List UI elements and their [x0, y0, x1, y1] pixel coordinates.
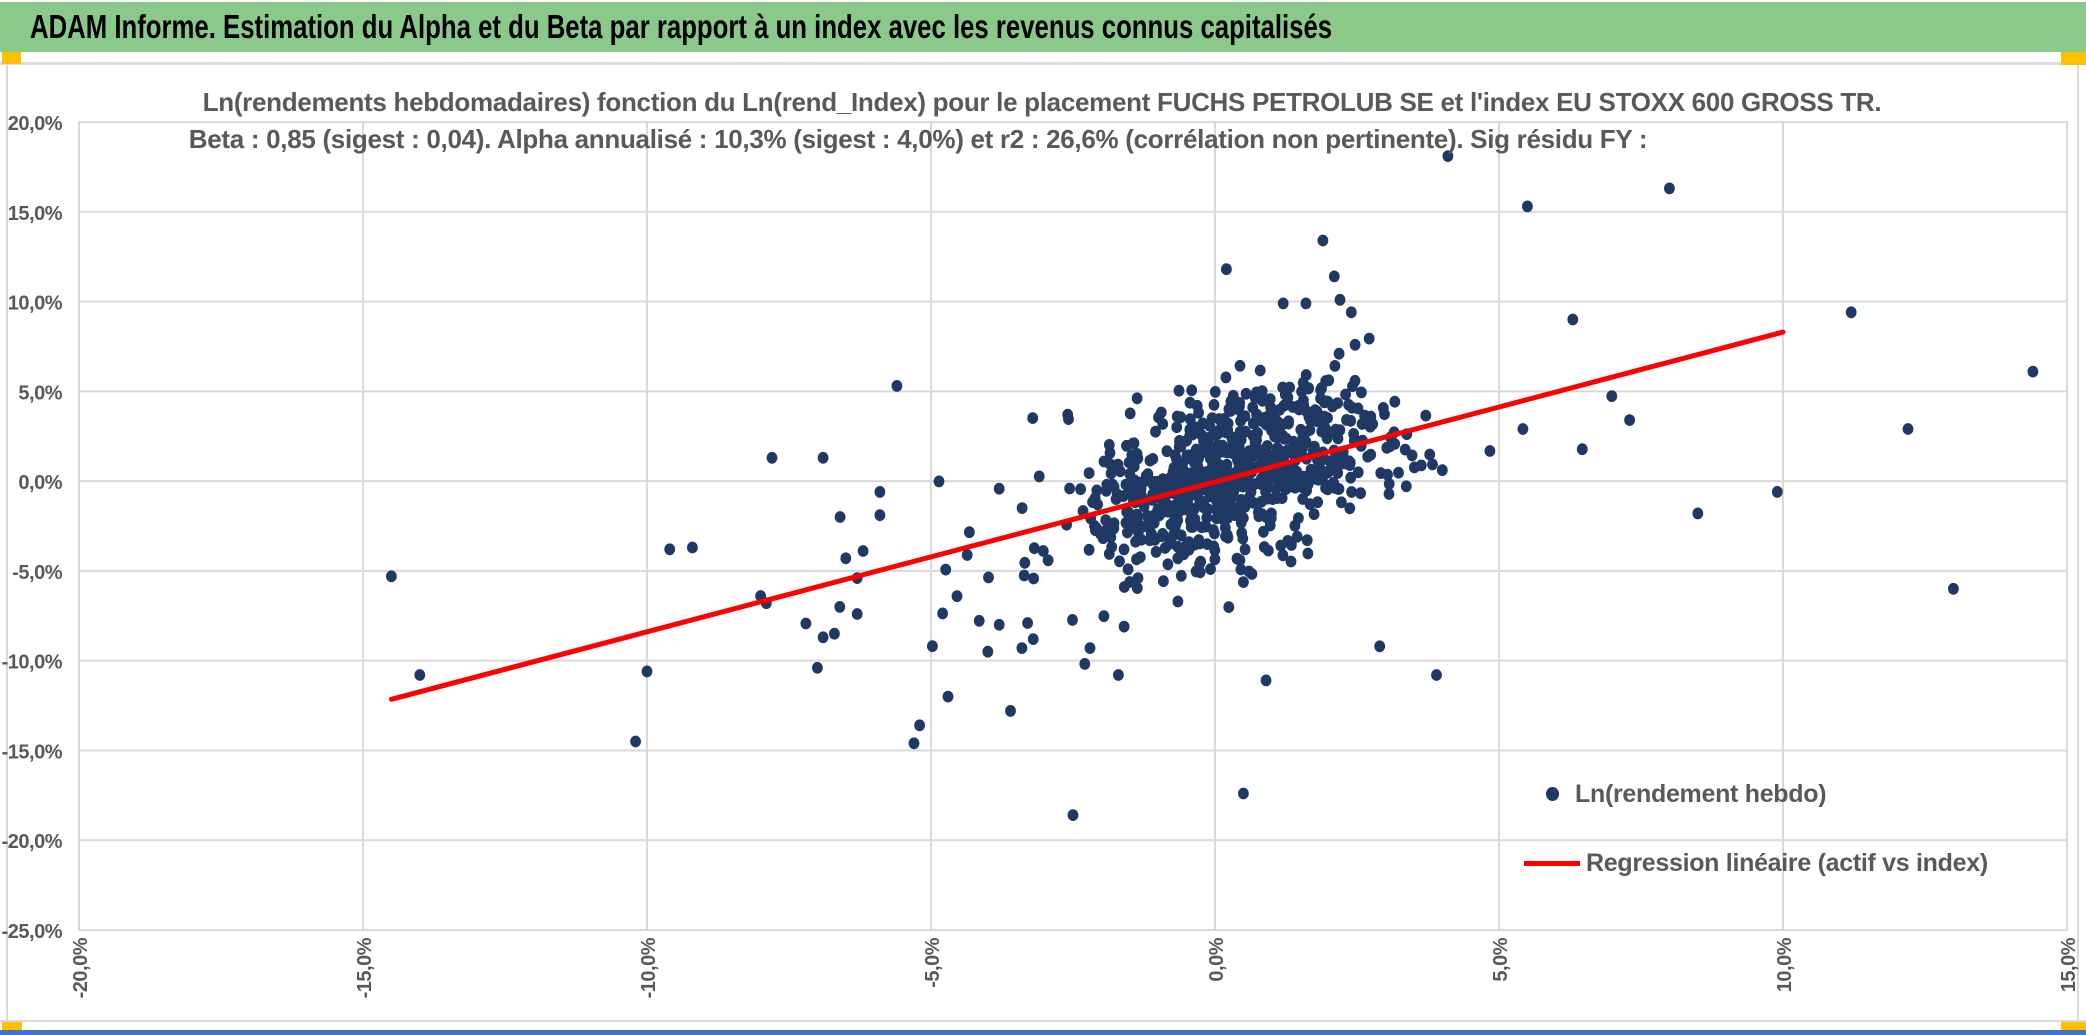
x-axis-tick-label: 15,0% — [2058, 937, 2080, 992]
legend: Ln(rendement hebdo) Regression linéaire … — [1524, 772, 1988, 885]
x-axis-tick-label: 5,0% — [1490, 937, 1512, 981]
banner-title: ADAM Informe. Estimation du Alpha et du … — [30, 8, 1333, 45]
y-axis-tick-label: 10,0% — [8, 293, 63, 315]
y-axis-tick-label: 15,0% — [8, 203, 63, 225]
y-axis-tick-label: -15,0% — [2, 741, 63, 763]
chart-frame-right-border — [2077, 65, 2079, 1020]
x-axis-tick-label: -10,0% — [638, 937, 660, 998]
x-axis-tick-label: -5,0% — [922, 937, 944, 987]
bottom-divider — [0, 1020, 2086, 1022]
y-axis-tick-label: -5,0% — [12, 562, 62, 584]
gold-marker-top-right — [2061, 52, 2086, 65]
x-axis-tick-label: 10,0% — [1774, 937, 1796, 992]
x-axis-tick-label: 0,0% — [1206, 937, 1228, 981]
y-axis-tick-label: -25,0% — [2, 921, 63, 943]
legend-line-marker-icon — [1524, 860, 1580, 866]
legend-label-regression: Regression linéaire (actif vs index) — [1586, 848, 1988, 877]
y-axis-tick-label: 5,0% — [18, 382, 62, 404]
legend-point-marker-icon — [1546, 787, 1559, 801]
chart-title-line2: Beta : 0,85 (sigest : 0,04). Alpha annua… — [188, 124, 1648, 154]
x-axis-tick-label: -15,0% — [354, 937, 376, 998]
chart-frame-left-border — [6, 65, 8, 1020]
top-divider — [0, 62, 2086, 65]
legend-entry-regression: Regression linéaire (actif vs index) — [1524, 841, 1988, 885]
y-axis-tick-label: 20,0% — [8, 113, 63, 135]
chart-title-line1: Ln(rendements hebdomadaires) fonction du… — [190, 84, 1894, 120]
sheet-banner: ADAM Informe. Estimation du Alpha et du … — [0, 2, 2086, 52]
y-axis-tick-label: -20,0% — [2, 831, 63, 853]
legend-label-points: Ln(rendement hebdo) — [1575, 779, 1827, 808]
x-axis-tick-label: -20,0% — [70, 937, 92, 998]
chart-title: Ln(rendements hebdomadaires) fonction du… — [48, 84, 2036, 158]
y-axis-tick-label: -10,0% — [2, 652, 63, 674]
bottom-blue-bar — [0, 1030, 2086, 1035]
y-axis-tick-label: 0,0% — [18, 472, 62, 494]
gold-marker-top-left — [2, 52, 21, 64]
legend-entry-points: Ln(rendement hebdo) — [1524, 772, 1988, 816]
